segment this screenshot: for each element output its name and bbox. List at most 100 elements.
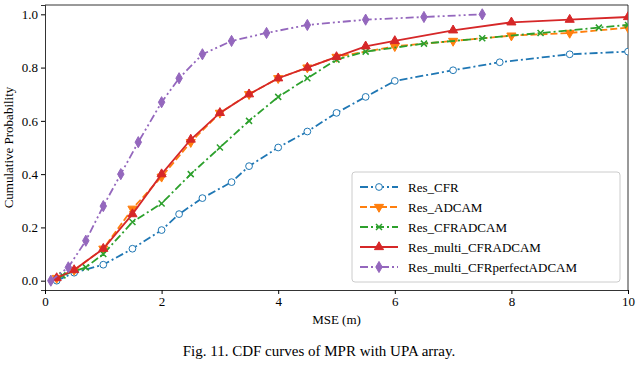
series-marker <box>188 171 194 177</box>
series-marker <box>361 41 370 49</box>
y-tick-label: 0.4 <box>22 167 39 182</box>
series-marker <box>449 25 458 33</box>
y-tick-label: 0.8 <box>22 60 38 75</box>
frame-top <box>45 5 628 6</box>
series-marker <box>332 52 341 60</box>
series-marker <box>496 59 503 66</box>
x-tick-label: 4 <box>275 294 282 309</box>
series-marker <box>215 108 224 116</box>
series-marker <box>135 137 141 148</box>
series-marker <box>304 128 311 135</box>
series-marker <box>176 211 183 218</box>
legend-marker <box>376 224 382 230</box>
series-marker <box>228 35 234 46</box>
y-tick-label: 0.2 <box>22 220 38 235</box>
legend-label: Res_CFR <box>408 180 459 195</box>
legend-label: Res_CFRADCAM <box>408 220 507 235</box>
series-marker <box>157 169 166 177</box>
series-marker <box>263 27 269 38</box>
series-marker <box>333 109 340 116</box>
series-marker <box>176 73 182 84</box>
y-tick-label: 0.0 <box>22 273 38 288</box>
series-marker <box>83 264 89 270</box>
x-tick-label: 8 <box>509 294 516 309</box>
x-tick-label: 10 <box>622 294 635 309</box>
series-marker <box>83 235 89 246</box>
series-marker <box>228 179 235 186</box>
series-marker <box>99 243 108 251</box>
legend-marker <box>374 242 383 250</box>
series-marker <box>304 19 310 30</box>
series-marker <box>128 209 137 217</box>
series-marker <box>421 11 427 22</box>
series-marker <box>596 25 602 31</box>
series-marker <box>65 262 71 273</box>
y-tick-mark <box>41 281 45 282</box>
y-tick: 0.0 <box>22 273 45 288</box>
series-marker <box>479 9 485 20</box>
series-marker <box>565 14 574 22</box>
series-marker <box>159 200 165 206</box>
series-marker <box>158 227 165 234</box>
series-marker <box>421 41 427 47</box>
x-tick: 4 <box>275 290 282 309</box>
series-marker <box>507 17 516 25</box>
series-marker <box>100 201 106 212</box>
series-marker <box>48 275 54 286</box>
legend-marker <box>374 204 383 212</box>
y-axis-title: Cumulative Probability <box>1 86 16 208</box>
series-marker <box>275 144 282 151</box>
y-tick: 0.2 <box>22 220 45 235</box>
series-marker <box>507 33 516 41</box>
series-marker <box>362 14 368 25</box>
series-marker <box>118 169 124 180</box>
x-axis: 0 2 4 6 8 10 <box>42 290 635 309</box>
legend-label: Res_multi_CFRADCAM <box>408 240 541 255</box>
legend-marker <box>376 184 383 191</box>
legend-label: Res_multi_CFRperfectADCAM <box>408 260 577 275</box>
series-marker <box>217 145 223 151</box>
x-axis-line <box>46 291 629 295</box>
series-marker <box>246 118 252 124</box>
series-marker <box>363 49 369 55</box>
x-tick: 2 <box>159 290 166 309</box>
series-marker <box>275 94 281 100</box>
legend: Res_CFR Res_ADCAM Res_CFRADCAM Res_multi_CF… <box>352 172 620 282</box>
y-tick: 0.8 <box>22 60 45 75</box>
series-marker <box>303 62 312 70</box>
series-marker <box>625 22 628 28</box>
x-tick-label: 0 <box>42 294 49 309</box>
x-tick: 6 <box>392 290 399 309</box>
y-tick-mark <box>41 14 45 15</box>
y-tick-label: 0.6 <box>22 114 39 129</box>
chart: 0 2 4 6 8 10 0.0 0.2 0.4 0.6 0.8 1.0 Res_CFR Res_ADCA… <box>0 0 638 366</box>
series-marker <box>449 38 458 46</box>
x-tick: 10 <box>622 290 635 309</box>
legend-label: Res_ADCAM <box>408 200 483 215</box>
x-tick: 8 <box>509 290 516 309</box>
series-marker <box>538 30 544 36</box>
series-marker <box>199 195 206 202</box>
y-tick-mark <box>41 121 45 122</box>
series-marker <box>565 30 574 38</box>
legend-box <box>352 172 620 282</box>
x-tick: 0 <box>42 290 49 309</box>
series-marker <box>100 251 106 257</box>
series-marker <box>158 97 164 108</box>
plot-area: 0 2 4 6 8 10 0.0 0.2 0.4 0.6 0.8 1.0 Res_CFR Res_ADCA… <box>22 5 635 309</box>
legend-marker <box>376 261 382 272</box>
series-marker <box>129 245 136 252</box>
series-marker <box>100 261 107 268</box>
series-marker <box>129 219 135 225</box>
y-tick: 0.6 <box>22 114 45 129</box>
series-marker <box>479 35 485 41</box>
series-marker <box>391 78 398 85</box>
series-marker <box>362 94 369 101</box>
series-marker <box>186 134 195 142</box>
x-axis-title: MSE (m) <box>312 312 361 327</box>
y-tick-label: 1.0 <box>22 7 38 22</box>
x-tick-label: 6 <box>392 294 399 309</box>
y-tick: 0.4 <box>22 167 45 182</box>
y-tick-mark <box>41 227 45 228</box>
y-tick: 1.0 <box>22 7 45 22</box>
